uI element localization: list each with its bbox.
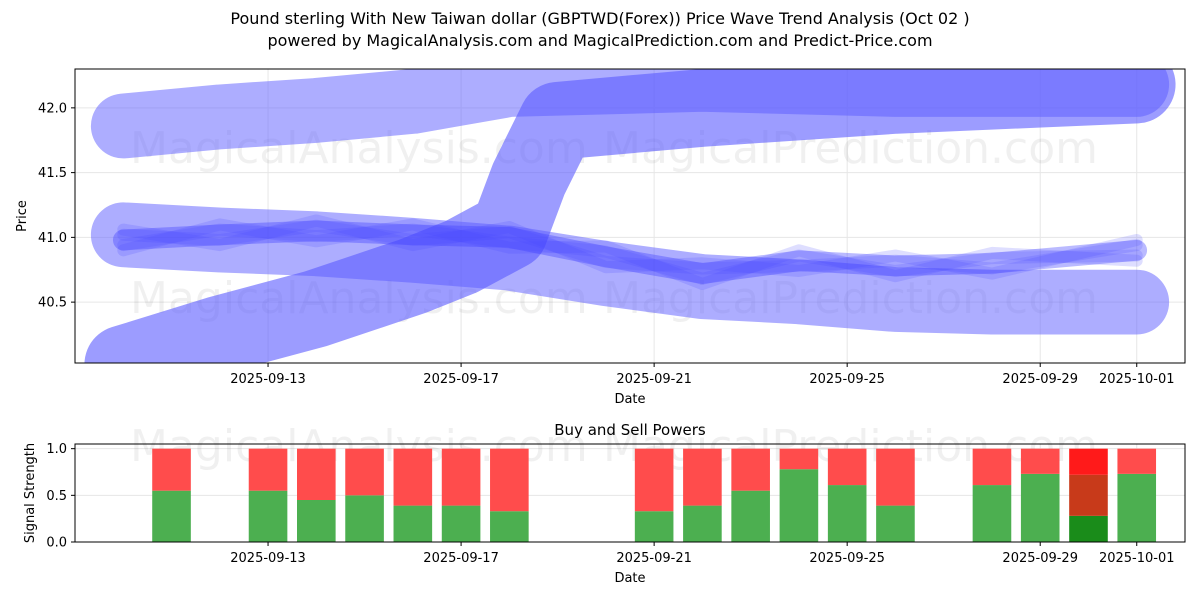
- sell-bar: [152, 448, 191, 491]
- buy-bar: [876, 505, 915, 542]
- sell-bar: [779, 448, 819, 470]
- top-xlabel: Date: [614, 392, 645, 407]
- buy-bar: [441, 505, 481, 542]
- sell-bar: [1069, 448, 1108, 475]
- band-lower-wide-band: [90, 202, 1170, 335]
- top-ylabel: Price: [15, 200, 30, 232]
- top-xtick-label: 2025-09-21: [616, 372, 692, 387]
- bottom-xtick-label: 2025-09-13: [230, 551, 306, 566]
- sell-bar: [297, 448, 336, 500]
- bottom-ytick-label: 0.0: [46, 536, 67, 551]
- bottom-ytick-label: 1.0: [46, 442, 67, 457]
- buy-bar: [972, 485, 1012, 542]
- buy-bar: [634, 511, 674, 542]
- buy-bar: [490, 511, 529, 542]
- bottom-frame: [74, 443, 1186, 543]
- buy-bar: [152, 490, 191, 542]
- chart-title-block: Pound sterling With New Taiwan dollar (G…: [0, 8, 1200, 52]
- top-xtick-label: 2025-10-01: [1099, 372, 1175, 387]
- buy-bar: [779, 469, 819, 542]
- bottom-xtick-label: 2025-10-01: [1099, 551, 1175, 566]
- top-frame: [74, 68, 1186, 364]
- top-ytick-label: 40.5: [38, 296, 67, 311]
- sell-bar: [248, 448, 288, 491]
- buy-bar: [297, 500, 336, 542]
- buy-bar: [1069, 515, 1108, 542]
- sell-bar: [876, 448, 915, 506]
- band-rising-band: [84, 69, 1176, 363]
- top-ytick-label: 41.5: [38, 166, 67, 181]
- buy-sell-power-chart: MagicalAnalysis.com MagicalPrediction.com…: [23, 421, 1186, 586]
- buy-bar: [1020, 473, 1060, 542]
- bottom-xtick-label: 2025-09-25: [809, 551, 885, 566]
- sell-bar: [345, 448, 384, 496]
- buy-bar: [248, 490, 288, 542]
- top-xtick-label: 2025-09-29: [1002, 372, 1078, 387]
- top-ytick-label: 41.0: [38, 231, 67, 246]
- band-core-band: [112, 220, 1148, 284]
- buy-bar: [393, 505, 433, 542]
- buy-bar: [731, 490, 770, 542]
- mixed-bar: [1069, 474, 1108, 516]
- buy-bar: [827, 485, 867, 542]
- bottom-ylabel: Signal Strength: [23, 443, 38, 543]
- sell-bar: [490, 448, 529, 512]
- top-xtick-label: 2025-09-13: [230, 372, 306, 387]
- band-core-variant: [117, 218, 1143, 290]
- bottom-xlabel: Date: [614, 571, 645, 586]
- sell-bar: [1117, 448, 1157, 474]
- band-core-variant: [117, 214, 1143, 280]
- sell-bar: [393, 448, 433, 506]
- top-xtick-label: 2025-09-25: [809, 372, 885, 387]
- sell-bar: [683, 448, 722, 506]
- bottom-title: Buy and Sell Powers: [554, 421, 706, 439]
- top-ytick-label: 42.0: [38, 101, 67, 116]
- sell-bar: [1020, 448, 1060, 474]
- sell-bar: [827, 448, 867, 486]
- buy-bar: [1117, 473, 1157, 542]
- bands-group: [84, 69, 1176, 363]
- chart-title-line2: powered by MagicalAnalysis.com and Magic…: [267, 31, 933, 50]
- buy-bar: [683, 505, 722, 542]
- price-wave-chart: MagicalAnalysis.comMagicalAnalysis.comMa…: [15, 68, 1186, 407]
- band-core-variant: [117, 223, 1143, 285]
- band-core-variant: [117, 219, 1143, 275]
- top-xtick-label: 2025-09-17: [423, 372, 499, 387]
- sell-bar: [441, 448, 481, 506]
- bottom-xtick-label: 2025-09-21: [616, 551, 692, 566]
- buy-bar: [345, 495, 384, 542]
- sell-bar: [731, 448, 770, 491]
- sell-bar: [634, 448, 674, 512]
- bottom-xtick-label: 2025-09-17: [423, 551, 499, 566]
- sell-bar: [972, 448, 1012, 486]
- chart-title-line1: Pound sterling With New Taiwan dollar (G…: [230, 9, 970, 28]
- bottom-ytick-label: 0.5: [46, 489, 67, 504]
- bottom-xtick-label: 2025-09-29: [1002, 551, 1078, 566]
